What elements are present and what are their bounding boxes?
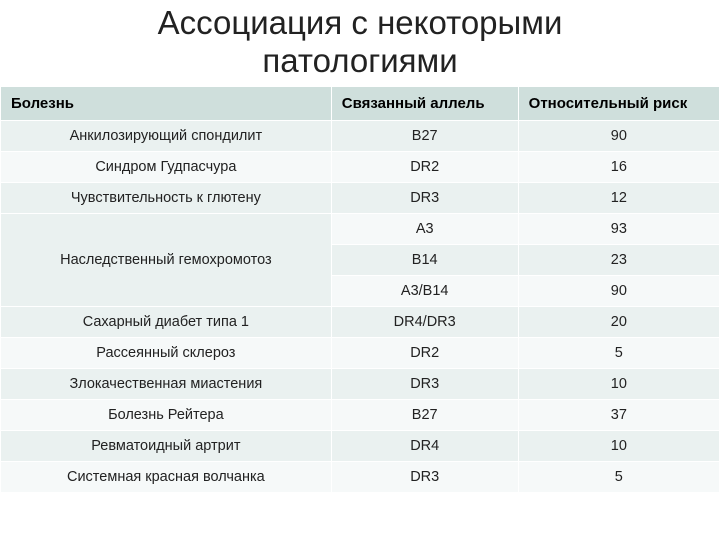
header-risk: Относительный риск xyxy=(518,86,719,120)
cell-allele: DR3 xyxy=(331,182,518,213)
cell-allele: B27 xyxy=(331,120,518,151)
cell-allele: B14 xyxy=(331,244,518,275)
table-header-row: Болезнь Связанный аллель Относительный р… xyxy=(1,86,720,120)
cell-disease: Злокачественная миастения xyxy=(1,368,332,399)
cell-disease: Чувствительность к глютену xyxy=(1,182,332,213)
slide-title: Ассоциация с некоторыми патологиями xyxy=(0,0,720,86)
cell-risk: 90 xyxy=(518,120,719,151)
cell-risk: 93 xyxy=(518,213,719,244)
table-row: Анкилозирующий спондилитB2790 xyxy=(1,120,720,151)
cell-allele: A3 xyxy=(331,213,518,244)
cell-risk: 10 xyxy=(518,430,719,461)
cell-allele: DR4/DR3 xyxy=(331,306,518,337)
cell-risk: 23 xyxy=(518,244,719,275)
cell-allele: DR3 xyxy=(331,461,518,492)
title-line-2: патологиями xyxy=(262,42,457,79)
table-row: Болезнь РейтераB2737 xyxy=(1,399,720,430)
title-line-1: Ассоциация с некоторыми xyxy=(158,4,563,41)
table-row: Злокачественная миастенияDR310 xyxy=(1,368,720,399)
cell-risk: 5 xyxy=(518,337,719,368)
header-disease: Болезнь xyxy=(1,86,332,120)
cell-allele: DR3 xyxy=(331,368,518,399)
header-allele: Связанный аллель xyxy=(331,86,518,120)
table-row: Синдром ГудпасчураDR216 xyxy=(1,151,720,182)
cell-allele: B27 xyxy=(331,399,518,430)
cell-disease: Анкилозирующий спондилит xyxy=(1,120,332,151)
cell-disease: Ревматоидный артрит xyxy=(1,430,332,461)
table-row: Рассеянный склерозDR25 xyxy=(1,337,720,368)
table-row: Ревматоидный артритDR410 xyxy=(1,430,720,461)
cell-risk: 20 xyxy=(518,306,719,337)
table-row: Сахарный диабет типа 1DR4/DR320 xyxy=(1,306,720,337)
cell-disease: Синдром Гудпасчура xyxy=(1,151,332,182)
cell-disease: Болезнь Рейтера xyxy=(1,399,332,430)
cell-allele: DR2 xyxy=(331,151,518,182)
cell-disease: Рассеянный склероз xyxy=(1,337,332,368)
cell-allele: A3/B14 xyxy=(331,275,518,306)
table-row: Системная красная волчанкаDR35 xyxy=(1,461,720,492)
table-body: Анкилозирующий спондилитB2790Синдром Гуд… xyxy=(1,120,720,492)
cell-risk: 10 xyxy=(518,368,719,399)
cell-disease: Сахарный диабет типа 1 xyxy=(1,306,332,337)
cell-allele: DR2 xyxy=(331,337,518,368)
cell-disease: Наследственный гемохромотоз xyxy=(1,213,332,306)
cell-risk: 12 xyxy=(518,182,719,213)
cell-risk: 16 xyxy=(518,151,719,182)
pathology-table: Болезнь Связанный аллель Относительный р… xyxy=(0,86,720,493)
slide: Ассоциация с некоторыми патологиями Боле… xyxy=(0,0,720,540)
cell-risk: 5 xyxy=(518,461,719,492)
cell-allele: DR4 xyxy=(331,430,518,461)
table-row: Наследственный гемохромотозA393 xyxy=(1,213,720,244)
cell-disease: Системная красная волчанка xyxy=(1,461,332,492)
cell-risk: 37 xyxy=(518,399,719,430)
table-row: Чувствительность к глютенуDR312 xyxy=(1,182,720,213)
cell-risk: 90 xyxy=(518,275,719,306)
